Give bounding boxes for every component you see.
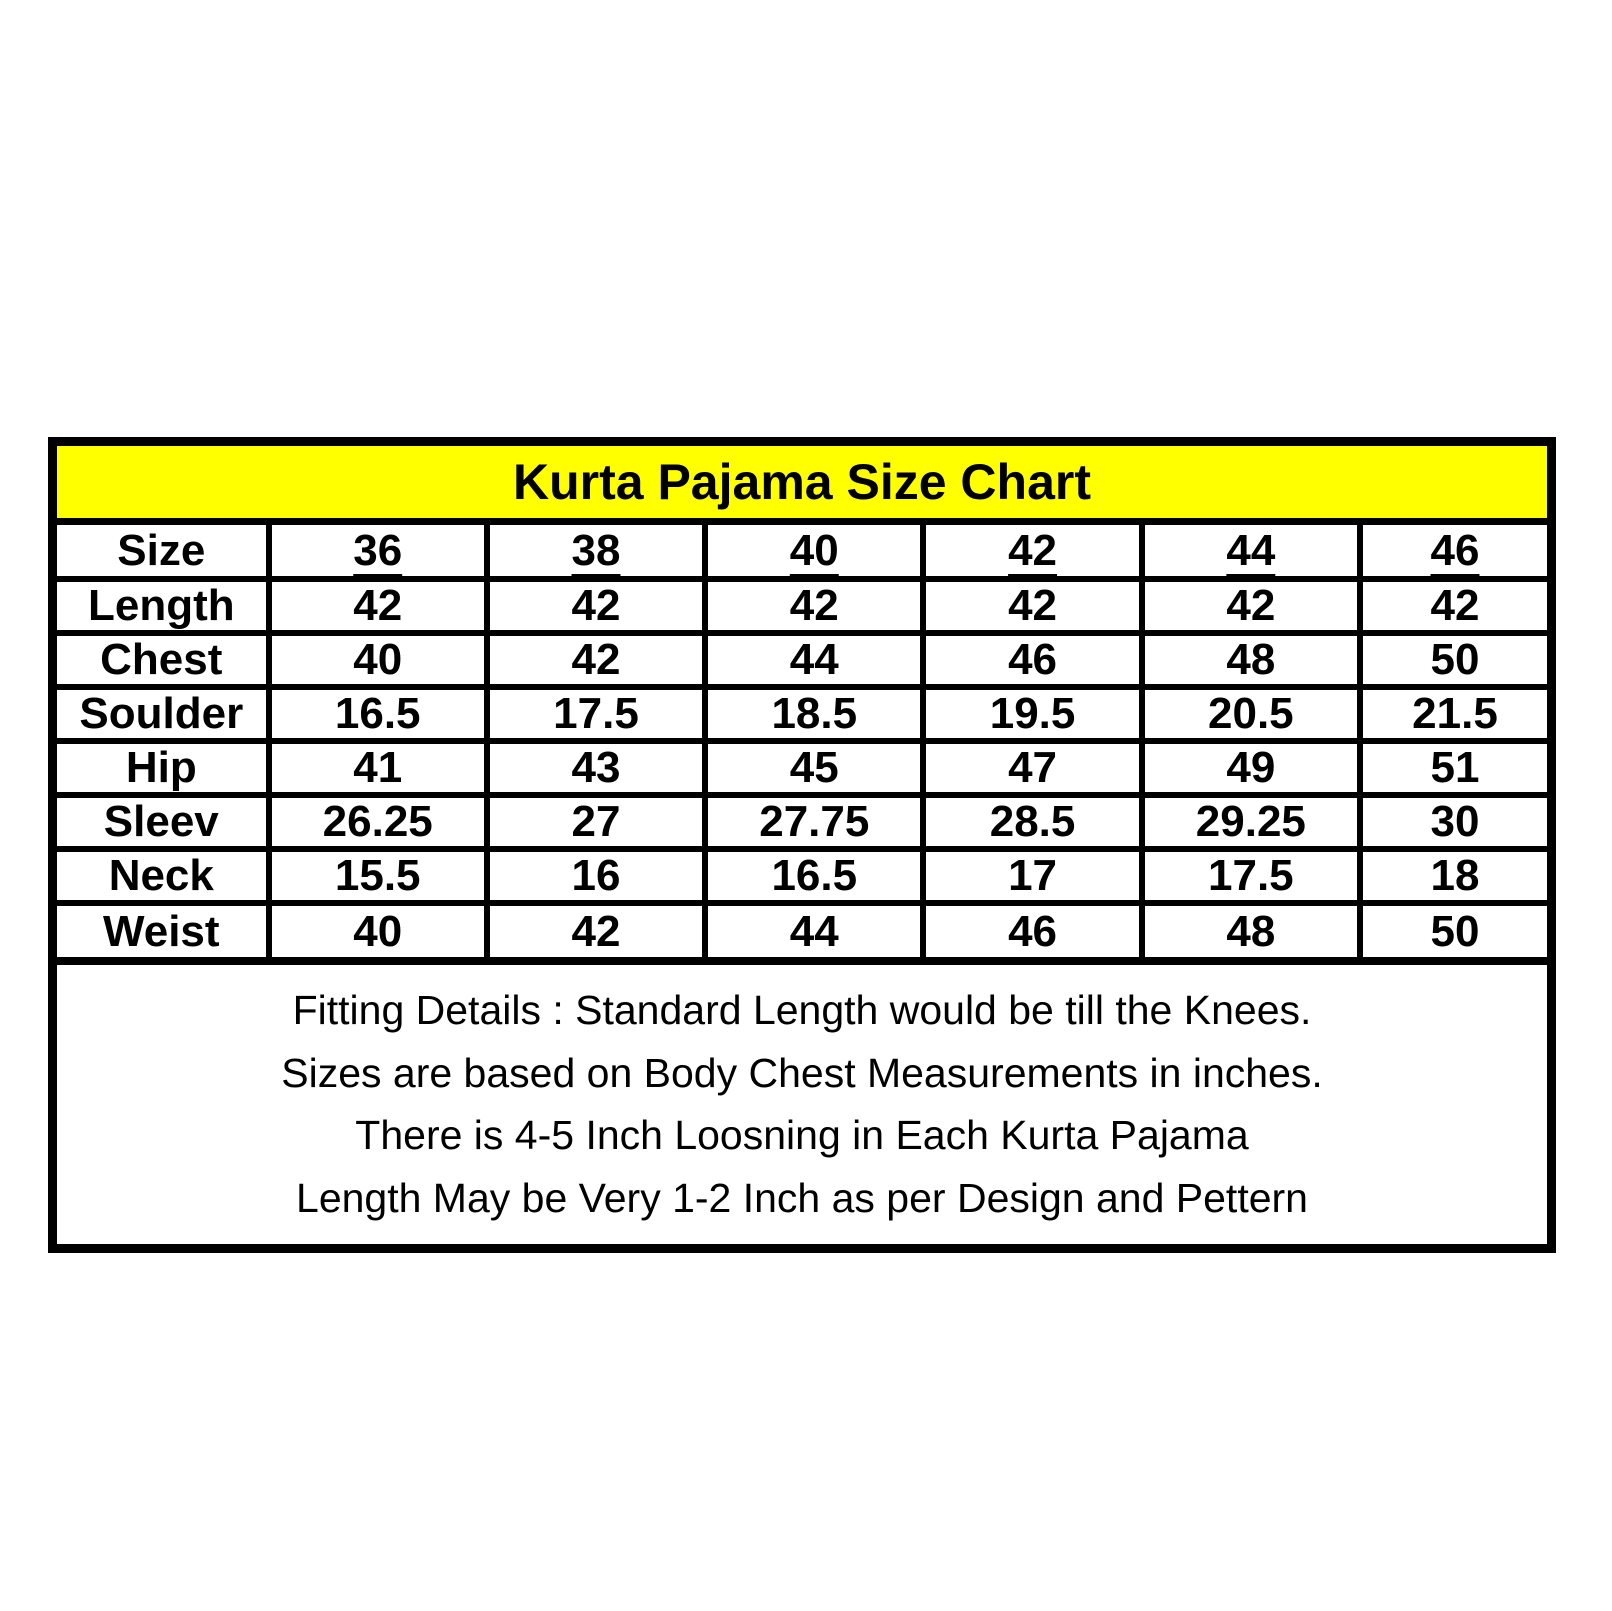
size-value-cell: 50 <box>1356 900 1551 960</box>
table-row-neck: Neck 15.5 16 16.5 17 17.5 18 <box>54 846 1551 906</box>
row-label-sleev: Sleev <box>54 792 272 852</box>
size-value-cell: 18.5 <box>702 684 927 744</box>
size-chart-sheet: Kurta Pajama Size Chart Size 36 38 40 42… <box>48 437 1556 1253</box>
size-header-40: 40 <box>702 522 927 582</box>
size-value-cell: 47 <box>920 738 1145 798</box>
size-value-cell: 19.5 <box>920 684 1145 744</box>
size-header-44: 44 <box>1138 522 1363 582</box>
size-value-cell: 16 <box>483 846 709 906</box>
size-value-cell: 45 <box>702 738 927 798</box>
size-value-cell: 20.5 <box>1138 684 1363 744</box>
table-row-soulder: Soulder 16.5 17.5 18.5 19.5 20.5 21.5 <box>54 684 1551 744</box>
fitting-note-line: Sizes are based on Body Chest Measuremen… <box>281 1049 1323 1096</box>
table-row-chest: Chest 40 42 44 46 48 50 <box>54 630 1551 690</box>
size-value-cell: 42 <box>1138 576 1363 636</box>
size-header-row: Size 36 38 40 42 44 46 <box>54 522 1551 582</box>
size-value-cell: 42 <box>483 576 709 636</box>
size-value-cell: 17.5 <box>483 684 709 744</box>
size-value-cell: 16.5 <box>265 684 490 744</box>
size-value-cell: 44 <box>702 630 927 690</box>
row-label-length: Length <box>54 576 272 636</box>
fitting-note-line: There is 4-5 Inch Loosning in Each Kurta… <box>355 1112 1249 1159</box>
size-table: Size 36 38 40 42 44 46 Length 42 42 42 4… <box>54 522 1551 960</box>
size-value-cell: 42 <box>920 576 1145 636</box>
fitting-note-line: Fitting Details : Standard Length would … <box>292 986 1312 1033</box>
size-value-cell: 41 <box>265 738 490 798</box>
size-value-cell: 40 <box>265 630 490 690</box>
size-value-cell: 42 <box>1356 576 1551 636</box>
size-value-cell: 15.5 <box>265 846 490 906</box>
size-header-38: 38 <box>483 522 709 582</box>
size-value-cell: 49 <box>1138 738 1363 798</box>
size-value-cell: 51 <box>1356 738 1551 798</box>
size-value-cell: 46 <box>920 900 1145 960</box>
size-value-cell: 17 <box>920 846 1145 906</box>
size-value-cell: 46 <box>920 630 1145 690</box>
size-value-cell: 18 <box>1356 846 1551 906</box>
size-value-cell: 48 <box>1138 630 1363 690</box>
size-value-cell: 30 <box>1356 792 1551 852</box>
size-value-cell: 16.5 <box>702 846 927 906</box>
size-value-cell: 21.5 <box>1356 684 1551 744</box>
table-row-sleev: Sleev 26.25 27 27.75 28.5 29.25 30 <box>54 792 1551 852</box>
fitting-details: Fitting Details : Standard Length would … <box>57 957 1547 1244</box>
size-value-cell: 43 <box>483 738 709 798</box>
size-value-cell: 28.5 <box>920 792 1145 852</box>
size-value-cell: 27.75 <box>702 792 927 852</box>
chart-title: Kurta Pajama Size Chart <box>57 446 1547 525</box>
size-value-cell: 42 <box>265 576 490 636</box>
row-label-soulder: Soulder <box>54 684 272 744</box>
table-row-weist: Weist 40 42 44 46 48 50 <box>54 900 1551 960</box>
size-value-cell: 29.25 <box>1138 792 1363 852</box>
size-value-cell: 42 <box>483 630 709 690</box>
size-header-36: 36 <box>265 522 490 582</box>
table-row-length: Length 42 42 42 42 42 42 <box>54 576 1551 636</box>
size-value-cell: 44 <box>702 900 927 960</box>
size-value-cell: 26.25 <box>265 792 490 852</box>
size-value-cell: 42 <box>702 576 927 636</box>
row-label-weist: Weist <box>54 900 272 960</box>
size-header-46: 46 <box>1356 522 1551 582</box>
size-value-cell: 48 <box>1138 900 1363 960</box>
row-label-chest: Chest <box>54 630 272 690</box>
table-row-hip: Hip 41 43 45 47 49 51 <box>54 738 1551 798</box>
row-label-hip: Hip <box>54 738 272 798</box>
size-value-cell: 42 <box>483 900 709 960</box>
size-header-label: Size <box>54 522 272 582</box>
size-value-cell: 17.5 <box>1138 846 1363 906</box>
size-value-cell: 40 <box>265 900 490 960</box>
size-value-cell: 27 <box>483 792 709 852</box>
row-label-neck: Neck <box>54 846 272 906</box>
size-header-42: 42 <box>920 522 1145 582</box>
size-value-cell: 50 <box>1356 630 1551 690</box>
fitting-note-line: Length May be Very 1-2 Inch as per Desig… <box>296 1175 1308 1222</box>
